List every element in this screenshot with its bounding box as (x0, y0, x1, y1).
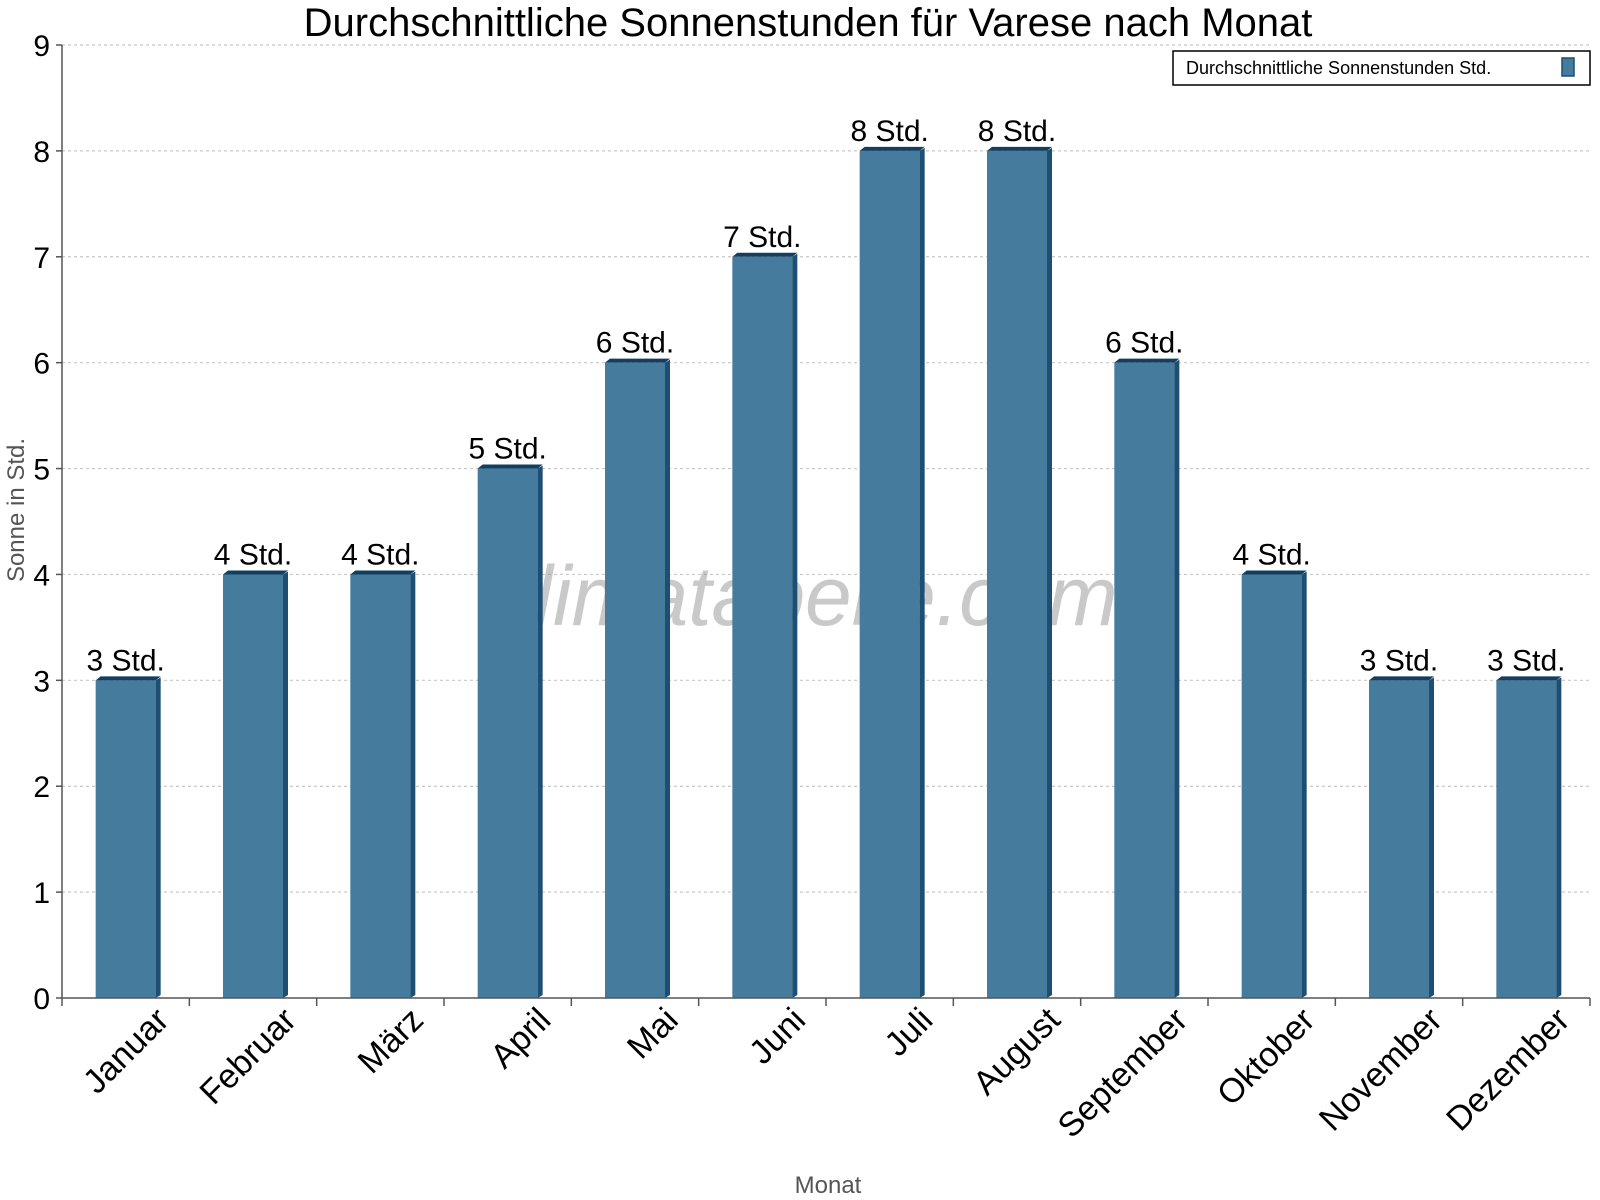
bar-september (1114, 358, 1180, 999)
bar-top (987, 146, 1052, 151)
x-tick-label: April (483, 1001, 558, 1076)
bar-top (477, 464, 543, 469)
bar-top (1114, 358, 1180, 363)
y-tick-label: 1 (33, 877, 50, 910)
bar-side (1301, 571, 1307, 998)
data-label: 6 Std. (596, 327, 674, 360)
bar-oktober (1241, 570, 1307, 998)
bar-face (95, 680, 156, 998)
x-tick-label: Dezember (1439, 1001, 1577, 1139)
data-label: 8 Std. (850, 115, 928, 148)
y-tick-label: 0 (33, 983, 50, 1016)
data-label: 4 Std. (341, 538, 419, 571)
bar-side (537, 465, 543, 998)
bar-top (1241, 570, 1307, 575)
x-tick-label: September (1051, 1001, 1195, 1145)
bar-top (95, 676, 161, 681)
bar-november (1369, 676, 1434, 998)
data-label: 3 Std. (1487, 644, 1565, 677)
bar-top (1496, 676, 1562, 681)
bar-mai (605, 358, 670, 999)
bar-august (987, 146, 1052, 998)
x-tick-label: Juni (742, 1001, 813, 1072)
bar-side (919, 147, 925, 998)
x-tick-label: Mai (620, 1001, 686, 1067)
bar-side (1174, 359, 1180, 999)
axes (56, 44, 1591, 1006)
y-tick-label: 2 (33, 771, 50, 804)
data-labels: 3 Std. 4 Std. 4 Std. 5 Std. 6 Std. 7 Std. 8 St… (86, 115, 1565, 677)
y-tick-label: 3 (33, 665, 50, 698)
bar-face (605, 362, 665, 999)
y-tick-label: 9 (33, 30, 50, 63)
bar-side (1556, 677, 1562, 998)
grid-lines (62, 44, 1590, 893)
x-tick-label: August (966, 1000, 1068, 1102)
data-label: 3 Std. (86, 644, 164, 677)
bar-face (1114, 362, 1175, 999)
bar-juni (732, 252, 798, 998)
bars (95, 146, 1562, 999)
y-axis-label: Sonne in Std. (3, 438, 30, 582)
bar-juli (859, 146, 925, 998)
legend-box (1172, 50, 1591, 86)
x-tick-label: Januar (76, 1001, 176, 1101)
bar-januar (95, 676, 161, 998)
y-tick-labels: 0 1 2 3 4 5 6 7 8 9 (33, 30, 50, 1016)
legend-entry-label: Durchschnittliche Sonnenstunden Std. (1186, 58, 1491, 78)
data-label: 3 Std. (1360, 644, 1438, 677)
y-tick-label: 5 (33, 454, 50, 487)
x-tick-label: Februar (193, 1001, 304, 1112)
data-label: 6 Std. (1105, 327, 1183, 360)
bar-face (987, 150, 1047, 998)
bar-top (350, 570, 416, 575)
x-tick-label: November (1312, 1001, 1450, 1139)
bar-face (1369, 680, 1429, 998)
bar-face (859, 150, 920, 998)
bar-side (665, 359, 670, 999)
y-tick-label: 7 (33, 242, 50, 275)
data-label: 4 Std. (214, 538, 292, 571)
bar-top (859, 146, 925, 151)
bar-april (477, 464, 543, 998)
chart-title: Durchschnittliche Sonnenstunden für Vare… (304, 1, 1313, 45)
bar-top (223, 570, 288, 575)
bar-face (1241, 574, 1302, 998)
data-label: 5 Std. (468, 433, 546, 466)
bar-face (732, 256, 793, 998)
bar-top (1369, 676, 1434, 681)
bar-side (1429, 677, 1434, 998)
y-tick-label: 8 (33, 136, 50, 169)
y-tick-label: 6 (33, 348, 50, 381)
bar-face (477, 468, 538, 998)
bar-side (283, 571, 288, 998)
bar-face (350, 574, 411, 998)
bar-top (605, 358, 670, 363)
x-tick-label: März (351, 1001, 431, 1081)
data-label: 4 Std. (1232, 538, 1310, 571)
bar-side (155, 677, 161, 998)
x-axis-label: Monat (795, 1172, 862, 1199)
legend: Durchschnittliche Sonnenstunden Std. (1172, 50, 1591, 86)
x-tick-label: Juli (877, 1001, 940, 1064)
bar-dezember (1496, 676, 1562, 998)
bar-face (223, 574, 283, 998)
data-label: 7 Std. (723, 221, 801, 254)
data-label: 8 Std. (978, 115, 1056, 148)
legend-swatch (1561, 57, 1575, 77)
bar-side (792, 253, 798, 998)
bar-side (410, 571, 416, 998)
bar-top (732, 252, 798, 257)
bar-märz (350, 570, 416, 998)
x-tick-label: Oktober (1210, 1001, 1322, 1113)
bar-face (1496, 680, 1557, 998)
y-tick-label: 4 (33, 559, 50, 592)
bar-februar (223, 570, 288, 998)
bar-side (1047, 147, 1052, 998)
x-tick-labels: Januar Februar März April Mai Juni Juli AugustS… (76, 1000, 1577, 1145)
